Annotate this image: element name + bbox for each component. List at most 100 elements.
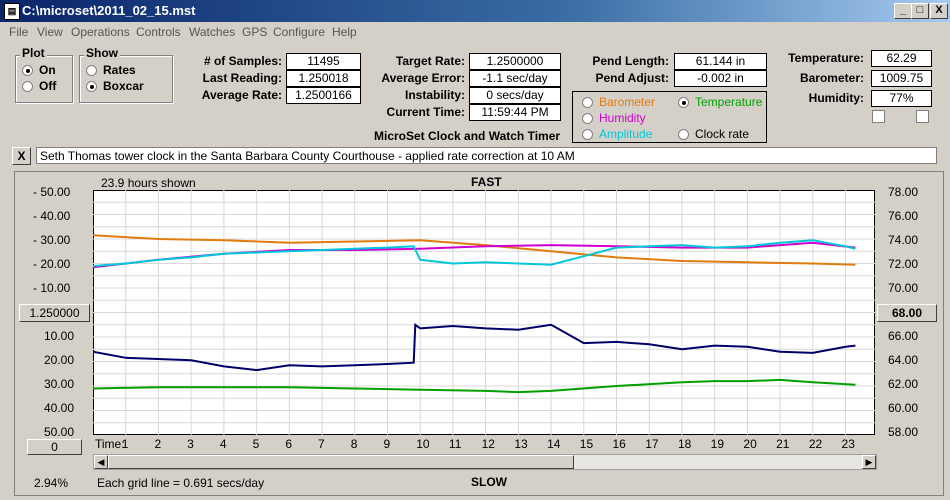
average-rate-value: 1.2500166 bbox=[286, 87, 361, 104]
barometer-radio[interactable] bbox=[582, 97, 593, 108]
menu-gps[interactable]: GPS bbox=[242, 25, 268, 39]
current-time-value: 11:59:44 PM bbox=[469, 104, 561, 121]
show-group-title: Show bbox=[84, 46, 120, 60]
clock-rate-radio[interactable] bbox=[678, 129, 689, 140]
minimize-button[interactable]: _ bbox=[894, 3, 912, 19]
x-tick-label: 15 bbox=[579, 437, 594, 451]
show-rates-label: Rates bbox=[103, 63, 136, 77]
temperature-value: 62.29 bbox=[871, 50, 932, 67]
series-line-amplitude bbox=[93, 239, 856, 267]
x-tick-label: 2 bbox=[154, 437, 162, 451]
document-icon[interactable]: ▤ bbox=[4, 3, 20, 20]
menu-operations[interactable]: Operations bbox=[71, 25, 130, 39]
show-rates-radio[interactable] bbox=[86, 65, 97, 76]
menu-help[interactable]: Help bbox=[332, 25, 357, 39]
y-left-tick: 20.00 bbox=[44, 353, 75, 367]
plot-off-label: Off bbox=[39, 79, 57, 93]
humidity-label: Humidity: bbox=[808, 91, 864, 105]
humidity-radio[interactable] bbox=[582, 113, 593, 124]
target-rate-value: 1.2500000 bbox=[469, 53, 561, 70]
scroll-left-icon[interactable]: ◀ bbox=[94, 455, 108, 469]
y-right-tick: 72.00 bbox=[888, 257, 919, 271]
slow-label: SLOW bbox=[471, 475, 507, 489]
x-tick-label: 22 bbox=[808, 437, 823, 451]
x-axis-ticks: 1 2 3 4 5 6 7 8 9 10 11 12 13 14 15 16 17 18 19 20 21 22 23 bbox=[93, 437, 875, 451]
title-bar: ▤ C:\microset\2011_02_15.mst _ □ X bbox=[0, 0, 950, 22]
pend-adjust-value: -0.002 in bbox=[674, 70, 767, 87]
plot-on-label: On bbox=[39, 63, 56, 77]
menu-view[interactable]: View bbox=[37, 25, 63, 39]
clear-note-button[interactable]: X bbox=[12, 147, 31, 165]
scroll-thumb[interactable] bbox=[108, 455, 574, 469]
x-tick-label: 19 bbox=[710, 437, 725, 451]
y-right-tick: 78.00 bbox=[888, 185, 919, 199]
env-checkbox-2[interactable] bbox=[916, 110, 929, 123]
time-axis-label: Time: bbox=[95, 437, 125, 451]
menu-file[interactable]: File bbox=[9, 25, 29, 39]
instability-value: 0 secs/day bbox=[469, 87, 561, 104]
y-left-tick: - 40.00 bbox=[33, 209, 71, 223]
average-error-label: Average Error: bbox=[381, 71, 465, 85]
show-boxcar-label: Boxcar bbox=[103, 79, 144, 93]
x-tick-label: 4 bbox=[219, 437, 227, 451]
scroll-right-icon[interactable]: ▶ bbox=[862, 455, 876, 469]
y-right-tick: 64.00 bbox=[888, 353, 919, 367]
plot-on-radio[interactable] bbox=[22, 65, 33, 76]
x-tick-label: 7 bbox=[318, 437, 325, 451]
x-tick-label: 17 bbox=[645, 437, 659, 451]
y-left-tick: 10.00 bbox=[44, 329, 75, 343]
env-checkbox-1[interactable] bbox=[872, 110, 885, 123]
maximize-button[interactable]: □ bbox=[911, 3, 929, 19]
current-time-label: Current Time: bbox=[386, 105, 465, 119]
barometer-option-label: Barometer bbox=[599, 95, 656, 109]
y-left-tick: - 10.00 bbox=[33, 281, 71, 295]
x-tick-label: 11 bbox=[448, 437, 462, 451]
x-tick-label: 1 bbox=[121, 437, 129, 451]
y-right-tick: 66.00 bbox=[888, 329, 919, 343]
x-tick-label: 23 bbox=[841, 437, 855, 451]
note-field[interactable]: Seth Thomas tower clock in the Santa Bar… bbox=[36, 147, 937, 164]
menu-controls[interactable]: Controls bbox=[136, 25, 181, 39]
y-left-tick: - 20.00 bbox=[33, 257, 71, 271]
samples-label: # of Samples: bbox=[203, 54, 282, 68]
menu-configure[interactable]: Configure bbox=[273, 25, 326, 39]
x-tick-label: 10 bbox=[416, 437, 430, 451]
y-right-tick: 74.00 bbox=[888, 233, 919, 247]
last-reading-value: 1.250018 bbox=[286, 70, 361, 87]
series-select-box bbox=[572, 91, 767, 143]
x-tick-label: 14 bbox=[547, 437, 561, 451]
close-button[interactable]: X bbox=[930, 3, 948, 19]
average-rate-label: Average Rate: bbox=[201, 88, 282, 102]
grid-lines bbox=[93, 190, 875, 435]
series-line-barometer bbox=[93, 234, 856, 266]
plot-off-radio[interactable] bbox=[22, 81, 33, 92]
center-temp-button[interactable]: 68.00 bbox=[877, 304, 937, 322]
average-error-value: -1.1 sec/day bbox=[469, 70, 561, 87]
center-rate-button[interactable]: 1.250000 bbox=[19, 304, 90, 322]
temperature-radio[interactable] bbox=[678, 97, 689, 108]
plot-group-title: Plot bbox=[20, 46, 47, 60]
x-tick-label: 8 bbox=[350, 437, 358, 451]
x-tick-label: 9 bbox=[383, 437, 391, 451]
offset-button[interactable]: 0 bbox=[27, 439, 82, 455]
humidity-value: 77% bbox=[871, 90, 932, 107]
x-tick-label: 5 bbox=[252, 437, 260, 451]
y-left-tick: 50.00 bbox=[44, 425, 75, 439]
x-tick-label: 13 bbox=[514, 437, 528, 451]
pend-adjust-label: Pend Adjust: bbox=[595, 71, 669, 85]
menu-watches[interactable]: Watches bbox=[189, 25, 236, 39]
y-right-tick: 70.00 bbox=[888, 281, 919, 295]
hours-shown: 23.9 hours shown bbox=[101, 176, 196, 190]
x-tick-label: 3 bbox=[187, 437, 194, 451]
zoom-percent: 2.94% bbox=[34, 476, 69, 490]
amplitude-radio[interactable] bbox=[582, 129, 593, 140]
show-boxcar-radio[interactable] bbox=[86, 81, 97, 92]
clock-rate-option-label: Clock rate bbox=[695, 127, 750, 141]
barometer-label: Barometer: bbox=[799, 71, 864, 85]
last-reading-label: Last Reading: bbox=[202, 71, 282, 85]
temperature-option-label: Temperature bbox=[695, 95, 763, 109]
window-title: C:\microset\2011_02_15.mst bbox=[22, 3, 196, 18]
chart-panel bbox=[14, 171, 944, 496]
fast-label: FAST bbox=[471, 175, 502, 189]
horizontal-scrollbar[interactable]: ◀ ▶ bbox=[93, 454, 877, 470]
